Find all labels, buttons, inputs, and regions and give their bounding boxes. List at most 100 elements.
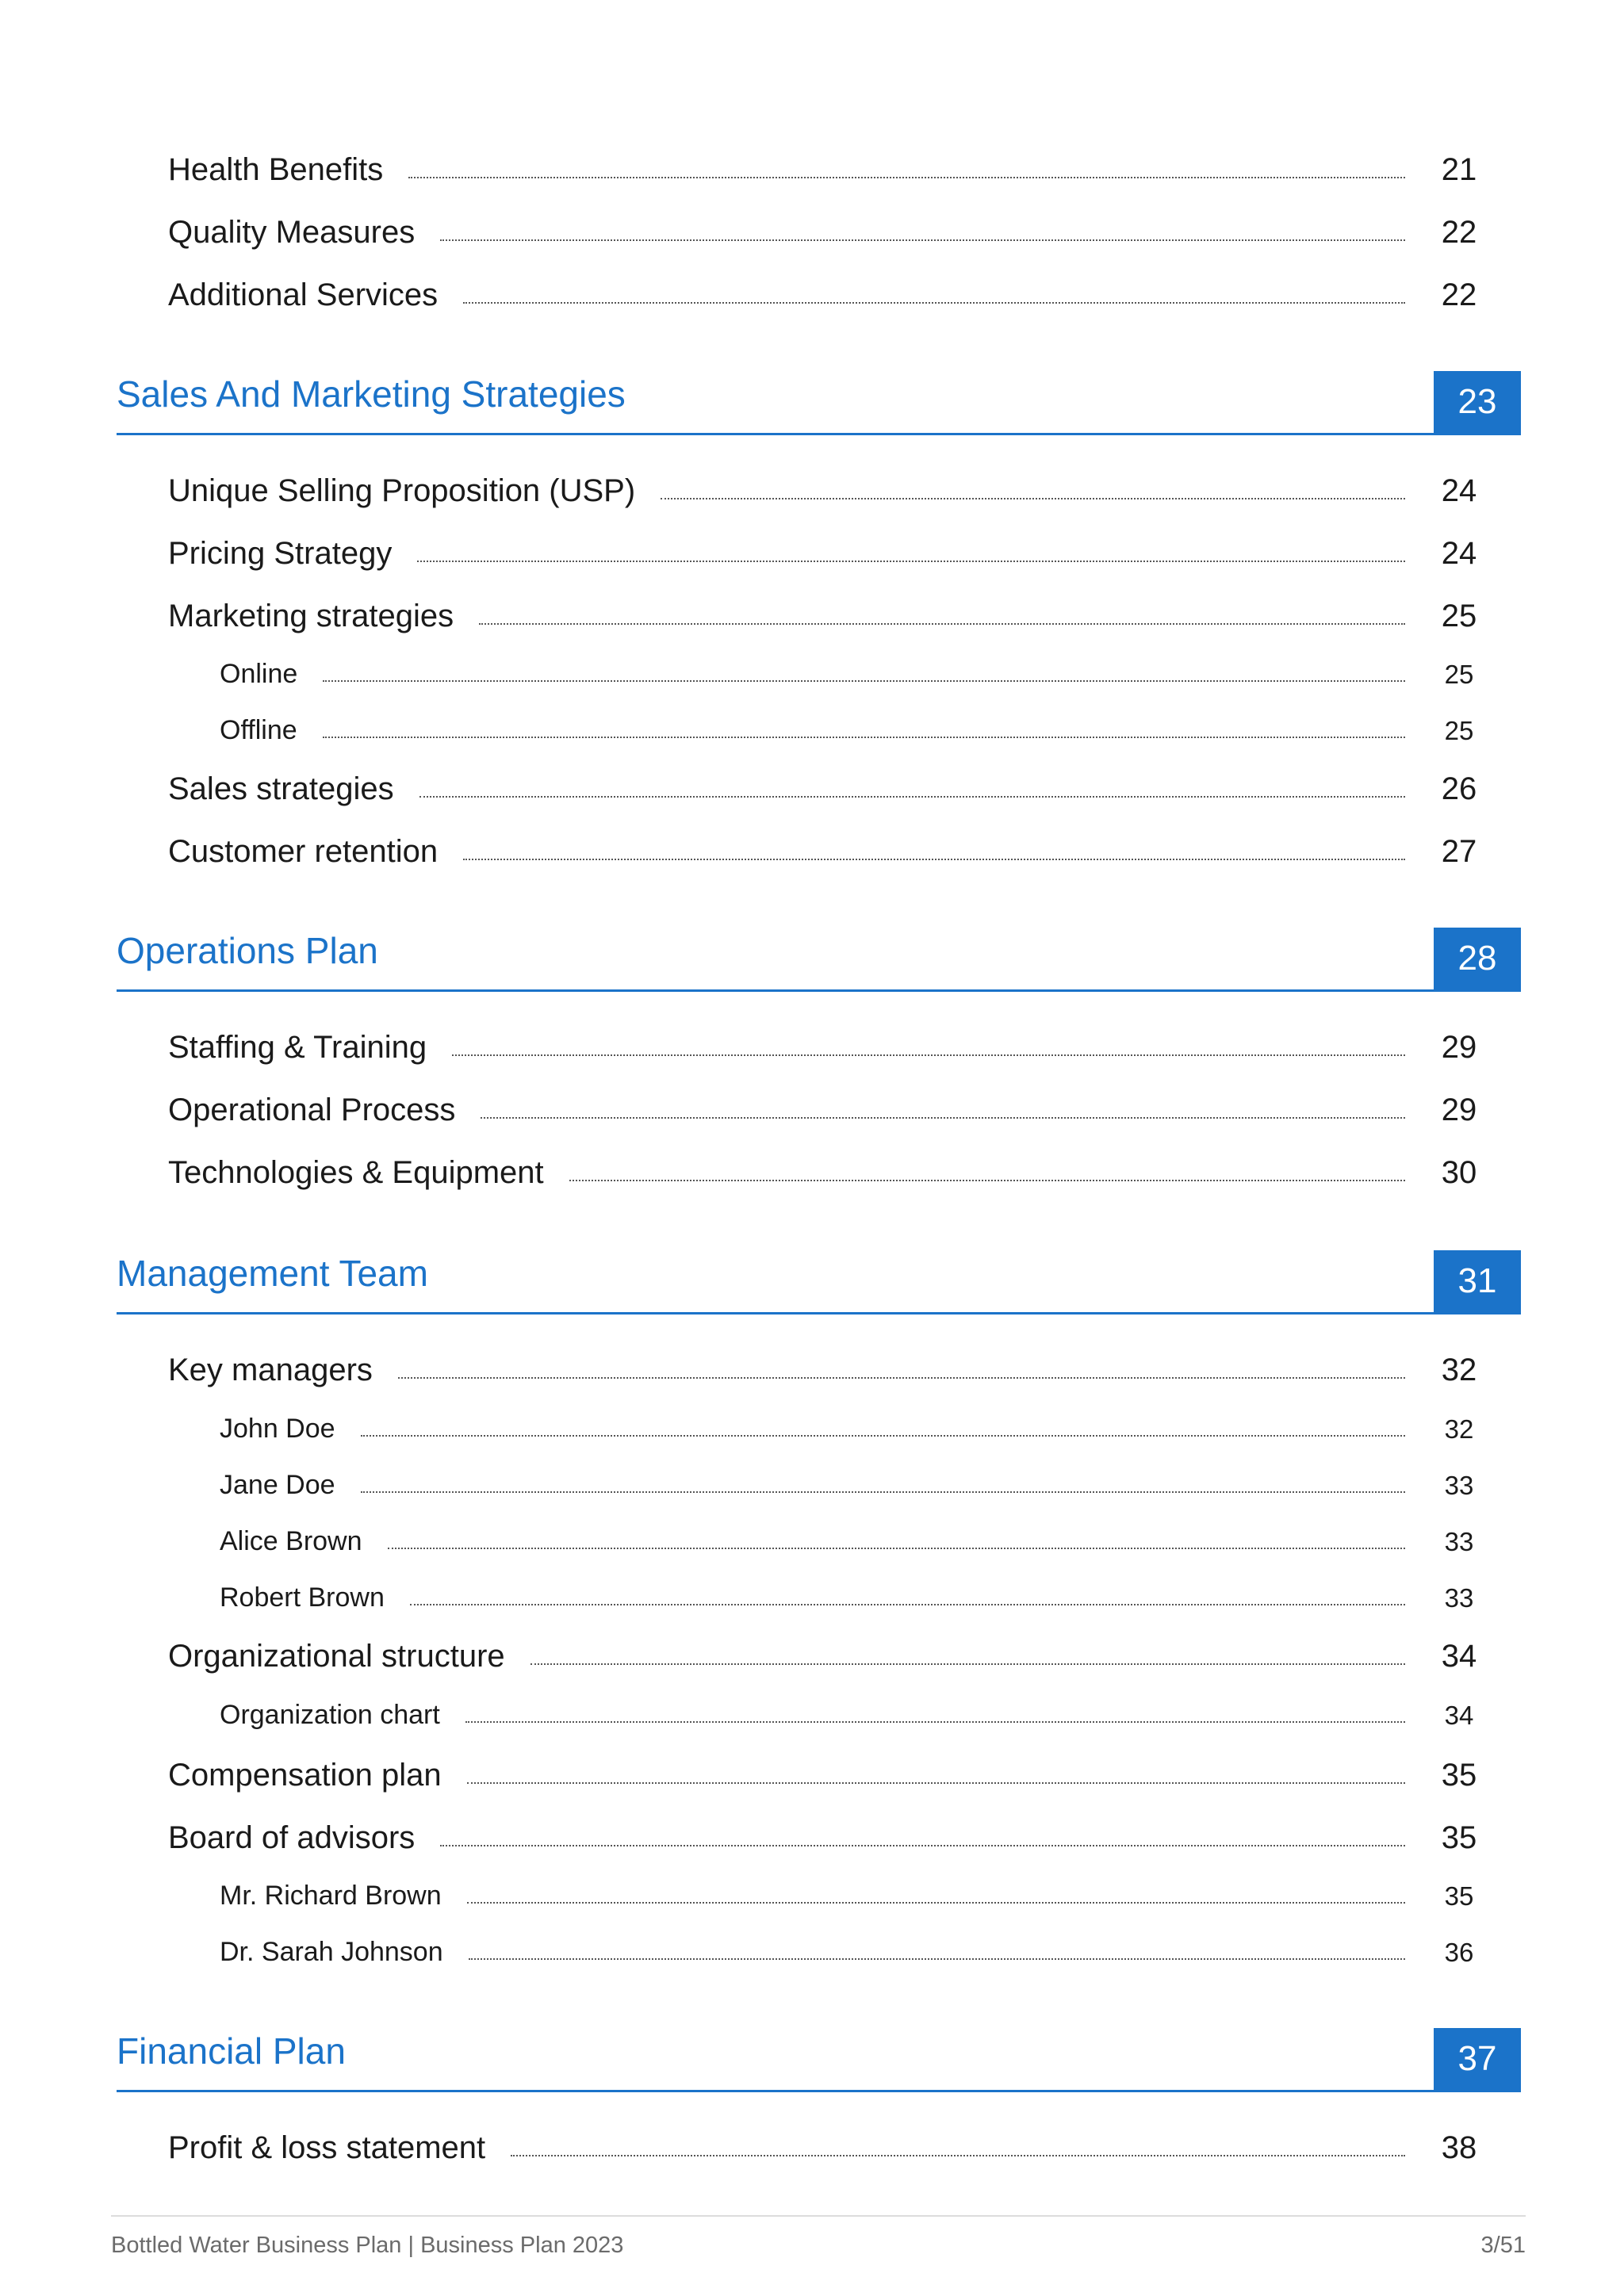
toc-item-usp[interactable]: Unique Selling Proposition (USP) 24: [168, 465, 1491, 509]
toc-page-number: 25: [1444, 660, 1474, 689]
dot-leader: [360, 1435, 1405, 1437]
toc-page-number: 35: [1441, 1820, 1477, 1855]
dot-leader: [408, 177, 1405, 178]
toc-page-number: 38: [1441, 2130, 1477, 2165]
dot-leader: [465, 1721, 1405, 1723]
toc-item-label: Marketing strategies: [168, 599, 454, 633]
toc-item-organizational-structure[interactable]: Organizational structure 34: [168, 1630, 1491, 1674]
toc-item-label: Additional Services: [168, 277, 439, 312]
dot-leader: [360, 1491, 1405, 1493]
toc-page-number: 29: [1441, 1093, 1477, 1127]
toc-page-number: 26: [1441, 771, 1477, 806]
section-page-badge: 37: [1434, 2028, 1521, 2090]
dot-leader: [387, 1548, 1405, 1549]
footer-page-number: 3/51: [1480, 2233, 1526, 2258]
toc-page-number: 27: [1441, 834, 1477, 869]
dot-leader: [569, 1180, 1405, 1181]
dot-leader: [452, 1054, 1405, 1056]
toc-page-number: 33: [1444, 1583, 1474, 1613]
toc-item-compensation-plan[interactable]: Compensation plan 35: [168, 1749, 1491, 1793]
footer-divider: [111, 2215, 1526, 2217]
toc-subitem-jane-doe[interactable]: Jane Doe 33: [220, 1463, 1491, 1501]
toc-item-board-of-advisors[interactable]: Board of advisors 35: [168, 1812, 1491, 1856]
dot-leader: [463, 302, 1405, 304]
section-page-badge: 28: [1434, 928, 1521, 989]
toc-item-staffing-training[interactable]: Staffing & Training 29: [168, 1021, 1491, 1066]
toc-page-number: 34: [1444, 1701, 1474, 1730]
toc-subitem-organization-chart[interactable]: Organization chart 34: [220, 1693, 1491, 1731]
toc-page-number: 25: [1441, 599, 1477, 633]
toc-subitem-richard-brown[interactable]: Mr. Richard Brown 35: [220, 1873, 1491, 1911]
toc-section-operations-plan[interactable]: Operations Plan 28: [117, 928, 1521, 992]
section-page-badge: 23: [1434, 371, 1521, 433]
section-title: Sales And Marketing Strategies: [117, 373, 626, 415]
toc-item-label: Organizational structure: [168, 1639, 505, 1674]
toc-page-number: 22: [1441, 277, 1477, 312]
toc-item-label: Organization chart: [220, 1700, 440, 1730]
toc-page-number: 32: [1441, 1353, 1477, 1387]
dot-leader: [466, 1782, 1405, 1784]
toc-item-label: Operational Process: [168, 1093, 456, 1127]
toc-section-financial-plan[interactable]: Financial Plan 37: [117, 2028, 1521, 2092]
toc-item-health-benefits[interactable]: Health Benefits 21: [168, 144, 1491, 188]
section-title: Operations Plan: [117, 930, 378, 971]
toc-page-number: 24: [1441, 536, 1477, 571]
section-title: Management Team: [117, 1253, 428, 1294]
toc-item-quality-measures[interactable]: Quality Measures 22: [168, 206, 1491, 251]
toc-page-number: 29: [1441, 1030, 1477, 1065]
toc-page-number: 32: [1444, 1414, 1474, 1444]
dot-leader: [417, 561, 1405, 562]
dot-leader: [322, 737, 1405, 738]
toc-item-operational-process[interactable]: Operational Process 29: [168, 1084, 1491, 1128]
toc-item-label: Sales strategies: [168, 771, 394, 806]
toc-subitem-sarah-johnson[interactable]: Dr. Sarah Johnson 36: [220, 1930, 1491, 1968]
toc-section-sales-marketing[interactable]: Sales And Marketing Strategies 23: [117, 371, 1521, 435]
dot-leader: [468, 1958, 1405, 1960]
toc-subitem-john-doe[interactable]: John Doe 32: [220, 1406, 1491, 1445]
toc-item-customer-retention[interactable]: Customer retention 27: [168, 825, 1491, 870]
dot-leader: [440, 239, 1405, 241]
toc-page-number: 35: [1441, 1758, 1477, 1793]
dot-leader: [440, 1845, 1405, 1846]
toc-item-technologies-equipment[interactable]: Technologies & Equipment 30: [168, 1146, 1491, 1191]
toc-page-number: 33: [1444, 1527, 1474, 1556]
toc-item-label: Online: [220, 659, 298, 689]
dot-leader: [409, 1604, 1405, 1605]
toc-subitem-offline[interactable]: Offline 25: [220, 708, 1491, 746]
toc-page-number: 36: [1444, 1938, 1474, 1967]
dot-leader: [511, 2155, 1405, 2156]
dot-leader: [479, 623, 1405, 625]
toc-item-label: Dr. Sarah Johnson: [220, 1937, 443, 1967]
dot-leader: [419, 796, 1405, 798]
toc-page-number: 25: [1444, 716, 1474, 745]
toc-subitem-online[interactable]: Online 25: [220, 652, 1491, 690]
dot-leader: [661, 498, 1405, 499]
toc-item-sales-strategies[interactable]: Sales strategies 26: [168, 763, 1491, 807]
dot-leader: [323, 680, 1405, 682]
toc-section-management-team[interactable]: Management Team 31: [117, 1250, 1521, 1314]
toc-item-label: Offline: [220, 715, 297, 745]
toc-subitem-alice-brown[interactable]: Alice Brown 33: [220, 1519, 1491, 1557]
toc-item-label: Alice Brown: [220, 1526, 362, 1556]
dot-leader: [481, 1117, 1405, 1119]
toc-item-pricing-strategy[interactable]: Pricing Strategy 24: [168, 527, 1491, 572]
toc-item-label: Mr. Richard Brown: [220, 1881, 442, 1911]
toc-page-number: 30: [1441, 1155, 1477, 1190]
toc-item-label: Staffing & Training: [168, 1030, 427, 1065]
dot-leader: [466, 1902, 1405, 1904]
toc-item-additional-services[interactable]: Additional Services 22: [168, 269, 1491, 313]
section-page-badge: 31: [1434, 1250, 1521, 1312]
toc-subitem-robert-brown[interactable]: Robert Brown 33: [220, 1575, 1491, 1613]
toc-item-profit-loss[interactable]: Profit & loss statement 38: [168, 2122, 1491, 2166]
toc-item-label: Customer retention: [168, 834, 439, 869]
toc-page-number: 35: [1444, 1881, 1474, 1911]
dot-leader: [463, 859, 1405, 860]
toc-page-number: 34: [1441, 1639, 1477, 1674]
toc-page-number: 22: [1441, 215, 1477, 250]
toc-page-number: 33: [1444, 1471, 1474, 1500]
toc-item-label: Technologies & Equipment: [168, 1155, 544, 1190]
toc-item-marketing-strategies[interactable]: Marketing strategies 25: [168, 590, 1491, 634]
toc-item-key-managers[interactable]: Key managers 32: [168, 1344, 1491, 1388]
toc-item-label: Key managers: [168, 1353, 373, 1387]
toc-item-label: Quality Measures: [168, 215, 416, 250]
